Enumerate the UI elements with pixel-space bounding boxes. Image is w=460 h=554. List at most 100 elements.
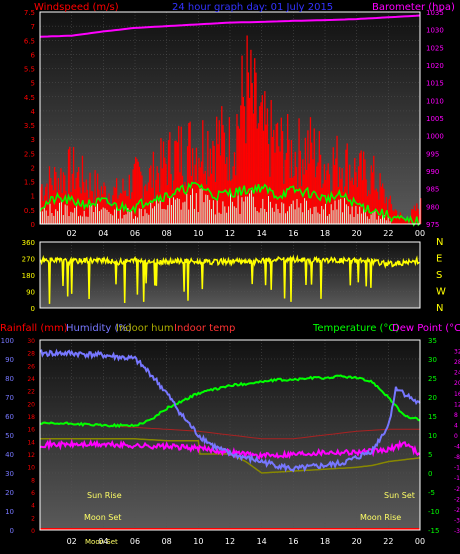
wind-calm-bar: [328, 214, 330, 224]
barometer-ytick-label: 975: [426, 221, 439, 229]
rain-ytick-label: 18: [27, 414, 35, 421]
wind-gust-bar: [146, 191, 148, 224]
wind-calm-bar: [59, 202, 60, 224]
temp-ytick-label: 25: [428, 375, 437, 383]
wind-calm-bar: [233, 206, 235, 224]
wind-calm-bar: [387, 215, 389, 224]
wind-calm-bar: [243, 201, 245, 224]
wind-calm-bar: [152, 208, 154, 224]
wind-calm-bar: [57, 211, 59, 224]
wind-gust-bar: [349, 164, 351, 224]
moon-rise-label: Moon Rise: [360, 513, 401, 522]
wind-calm-bar: [368, 218, 370, 224]
wind-gust-bar: [299, 150, 301, 224]
humidity-axis-label: Humidity (%): [66, 323, 132, 334]
wind-gust-bar: [242, 97, 244, 224]
wind-gust-bar: [104, 186, 106, 224]
wind-calm-bar: [307, 210, 309, 224]
dewpoint-ytick-label: -12: [454, 465, 460, 472]
wind-calm-bar: [93, 212, 95, 224]
wind-xtick-label: 14: [257, 229, 267, 238]
rain-ytick-label: 4: [31, 503, 35, 510]
wind-gust-bar: [122, 178, 124, 224]
barometer-ytick-label: 985: [426, 186, 439, 194]
wind-calm-bar: [292, 200, 294, 224]
wind-calm-bar: [336, 209, 338, 224]
wind-gust-bar: [186, 146, 189, 224]
wind-gust-bar: [75, 177, 77, 224]
sun-set-label: Sun Set: [384, 491, 415, 500]
wind-calm-bar: [155, 199, 157, 224]
wind-gust-bar: [219, 155, 222, 224]
rain-ytick-label: 26: [27, 363, 35, 370]
wind-calm-bar: [268, 196, 269, 224]
wind-ytick-label: 5.5: [24, 66, 35, 74]
wind-gust-bar: [198, 157, 200, 224]
wind-gust-bar: [304, 137, 307, 224]
temp-xtick-label: 16: [288, 537, 298, 546]
wind-gust-bar: [363, 151, 365, 224]
wind-ytick-label: 7.5: [24, 9, 35, 17]
wind-calm-bar: [178, 198, 180, 224]
wind-calm-bar: [338, 199, 340, 224]
wind-calm-bar: [193, 208, 195, 224]
wind-gust-bar: [227, 180, 229, 224]
wind-calm-bar: [125, 214, 127, 224]
wind-gust-bar: [404, 218, 407, 224]
wind-gust-bar: [342, 191, 345, 224]
temp-xtick-label: 20: [352, 537, 362, 546]
wind-calm-bar: [91, 205, 93, 224]
wind-xtick-label: 06: [130, 229, 140, 238]
wind-calm-bar: [157, 203, 159, 224]
wind-gust-bar: [322, 183, 324, 224]
wind-calm-bar: [176, 198, 178, 224]
wind-calm-bar: [121, 218, 123, 224]
wind-gust-bar: [369, 194, 371, 224]
winddir-panel-frame: [39, 241, 421, 309]
wind-gust-bar: [255, 72, 257, 225]
wind-calm-bar: [347, 206, 349, 224]
wind-calm-bar: [353, 216, 355, 224]
winddir-ytick-label: 90: [26, 289, 35, 297]
wind-calm-bar: [60, 201, 62, 224]
wind-calm-bar: [330, 204, 332, 224]
rain-ytick-label: 6: [31, 490, 35, 497]
wind-gust-bar: [331, 190, 333, 224]
wind-xtick-label: 10: [193, 229, 203, 238]
wind-gust-bar: [212, 140, 214, 224]
wind-gust-bar: [107, 200, 109, 224]
wind-gust-bar: [354, 158, 356, 224]
wind-calm-bar: [247, 196, 249, 224]
temperature-axis-label: Temperature (°C): [312, 323, 399, 334]
wind-gust-bar: [69, 146, 71, 224]
temp-ytick-label: 0: [428, 470, 432, 478]
wind-calm-bar: [361, 213, 363, 224]
wind-gust-bar: [85, 179, 87, 224]
wind-calm-bar: [195, 193, 197, 224]
wind-gust-bar: [289, 177, 291, 224]
wind-gust-bar: [326, 170, 328, 224]
wind-ytick-label: 7: [31, 23, 35, 31]
wind-gust-bar: [194, 164, 196, 224]
barometer-line: [39, 14, 421, 38]
wind-gust-bar: [108, 193, 110, 224]
wind-calm-bar: [209, 199, 211, 224]
wind-gust-bar: [288, 139, 290, 224]
wind-calm-bar: [171, 205, 173, 224]
wind-gust-bar: [375, 188, 377, 224]
wind-calm-bar: [269, 201, 271, 224]
wind-calm-bar: [277, 209, 279, 224]
rain-ytick-label: 24: [27, 376, 35, 383]
dewpoint-ytick-label: 32: [454, 349, 460, 356]
wind-gust-bar: [270, 99, 272, 224]
wind-gust-bar: [89, 172, 91, 224]
wind-calm-bar: [112, 215, 114, 224]
wind-gust-bar: [235, 175, 237, 224]
wind-gust-bar: [236, 114, 238, 224]
humidity-ytick-label: 70: [5, 394, 14, 402]
wind-gust-bar: [413, 205, 415, 224]
wind-calm-bar: [190, 195, 192, 224]
humidity-ytick-label: 80: [5, 375, 14, 383]
wind-xtick-label: 04: [98, 229, 108, 238]
